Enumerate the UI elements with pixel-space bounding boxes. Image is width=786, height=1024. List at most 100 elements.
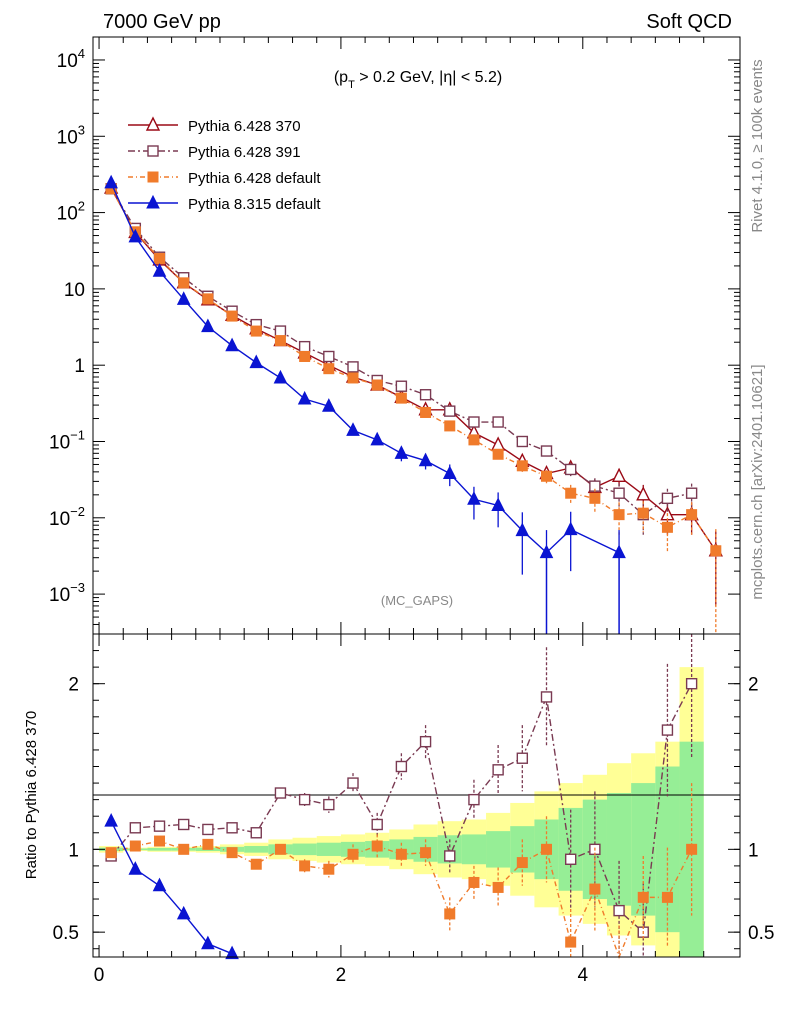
data-point-p6def xyxy=(661,521,673,533)
ratio-point-p6def xyxy=(637,891,649,903)
legend-label-p8def: Pythia 8.315 default xyxy=(188,196,321,213)
data-point-p391 xyxy=(298,340,311,353)
ratio-x-tick-label: 0 xyxy=(94,965,105,986)
data-point-p8def xyxy=(491,497,505,511)
data-point-p8def xyxy=(563,521,578,536)
data-point-p391 xyxy=(540,445,553,457)
data-point-p6def xyxy=(686,509,698,521)
ratio-point-p391 xyxy=(226,822,238,834)
main-y-tick-label: 104 xyxy=(57,46,85,72)
ratio-y-tick-label: 1 xyxy=(68,840,79,861)
ratio-point-p391 xyxy=(661,724,674,736)
data-point-p8def xyxy=(467,491,481,505)
ratio-point-p391 xyxy=(178,818,190,831)
data-point-p391 xyxy=(685,487,698,499)
series-p6def xyxy=(105,183,722,634)
ratio-point-p6def xyxy=(444,908,456,920)
tick-exponent: 4 xyxy=(78,46,85,61)
data-point-p6def xyxy=(347,372,359,384)
mcplots-credit-label: mcplots.cern.ch [arXiv:2401.10621] xyxy=(749,364,766,599)
ratio-point-p6def xyxy=(686,843,698,855)
data-point-p6def xyxy=(444,420,456,432)
ratio-point-p6def xyxy=(661,891,673,903)
legend-marker-p391 xyxy=(128,145,178,157)
series-p370 xyxy=(104,179,723,606)
data-point-p8def xyxy=(249,354,264,369)
header-left-title: 7000 GeV pp xyxy=(103,11,221,33)
legend-symbol xyxy=(145,116,161,131)
data-point-p8def xyxy=(346,422,360,436)
data-point-p391 xyxy=(564,463,577,476)
series-line-p6def xyxy=(110,188,717,552)
ratio-line-p8def xyxy=(110,820,233,955)
data-point-p6def xyxy=(589,492,601,504)
tick-base: 10 xyxy=(57,127,78,148)
legend-symbol xyxy=(146,194,160,209)
main-series-layer xyxy=(104,174,723,634)
data-point-p8def xyxy=(322,398,336,412)
data-point-p6def xyxy=(565,487,577,499)
data-point-p391 xyxy=(613,487,625,499)
ratio-point-p6def xyxy=(105,847,117,859)
ratio-point-p6def xyxy=(226,847,238,859)
main-y-tick-label: 103 xyxy=(57,122,85,148)
data-point-p391 xyxy=(492,416,504,428)
ratio-point-p391 xyxy=(347,777,359,789)
data-point-p370 xyxy=(636,486,651,501)
legend-label-p391: Pythia 6.428 391 xyxy=(188,144,301,161)
data-point-p6def xyxy=(226,310,238,322)
ratio-x-tick-label: 2 xyxy=(336,965,347,986)
rivet-version-label: Rivet 4.1.0, ≥ 100k events xyxy=(749,59,766,232)
data-point-p8def xyxy=(297,390,312,405)
ratio-point-p8def xyxy=(225,945,239,960)
tick-base: 10 xyxy=(49,585,70,606)
data-point-p6def xyxy=(541,470,553,482)
ratio-y-tick-label-right: 0.5 xyxy=(748,923,774,944)
data-point-p370 xyxy=(611,467,627,482)
tick-base: 10 xyxy=(57,204,78,225)
band-green-bin xyxy=(461,834,487,865)
data-point-p6def xyxy=(710,545,722,557)
tick-exponent: 3 xyxy=(78,122,85,137)
tick-base: 10 xyxy=(49,509,70,530)
legend-entry-p370: Pythia 6.428 370 xyxy=(128,116,301,135)
data-point-p8def xyxy=(442,465,457,480)
data-point-p8def xyxy=(273,369,288,384)
ratio-point-p6def xyxy=(202,838,214,850)
data-point-p6def xyxy=(250,325,262,337)
band-green-bin xyxy=(147,848,172,851)
ratio-point-p391 xyxy=(685,677,698,690)
ratio-point-p6def xyxy=(178,843,190,855)
ratio-point-p6def xyxy=(129,840,141,852)
data-point-p6def xyxy=(516,460,528,472)
ratio-point-p391 xyxy=(153,820,166,832)
main-y-tick-label: 1 xyxy=(74,356,85,377)
ratio-point-p391 xyxy=(323,798,335,811)
ratio-point-p391 xyxy=(202,823,214,836)
data-point-p6def xyxy=(178,277,190,289)
data-point-p391 xyxy=(347,361,359,373)
ratio-point-p6def xyxy=(565,936,577,948)
legend-marker-p8def xyxy=(128,194,178,209)
main-y-tick-label: 10−1 xyxy=(49,427,85,453)
ratio-series-p8def xyxy=(104,813,239,960)
ratio-point-p6def xyxy=(516,857,528,869)
ratio-plot-frame xyxy=(92,633,741,958)
data-point-p6def xyxy=(420,406,432,418)
ratio-point-p6def xyxy=(299,860,311,872)
legend-label-p6def: Pythia 6.428 default xyxy=(188,170,321,187)
data-point-p6def xyxy=(299,350,311,362)
ratio-y-tick-label-right: 1 xyxy=(748,840,759,861)
data-point-p6def xyxy=(371,379,383,391)
data-point-p6def xyxy=(637,507,649,519)
ratio-point-p8def xyxy=(176,905,191,920)
series-line-p391 xyxy=(110,188,692,516)
data-point-p8def xyxy=(370,431,385,446)
ratio-point-p391 xyxy=(540,691,553,703)
data-point-p6def xyxy=(154,253,166,265)
data-point-p391 xyxy=(323,350,335,363)
ratio-point-p8def xyxy=(201,935,215,950)
tick-base: 10 xyxy=(57,51,78,72)
legend-entry-p6def: Pythia 6.428 default xyxy=(128,170,321,187)
